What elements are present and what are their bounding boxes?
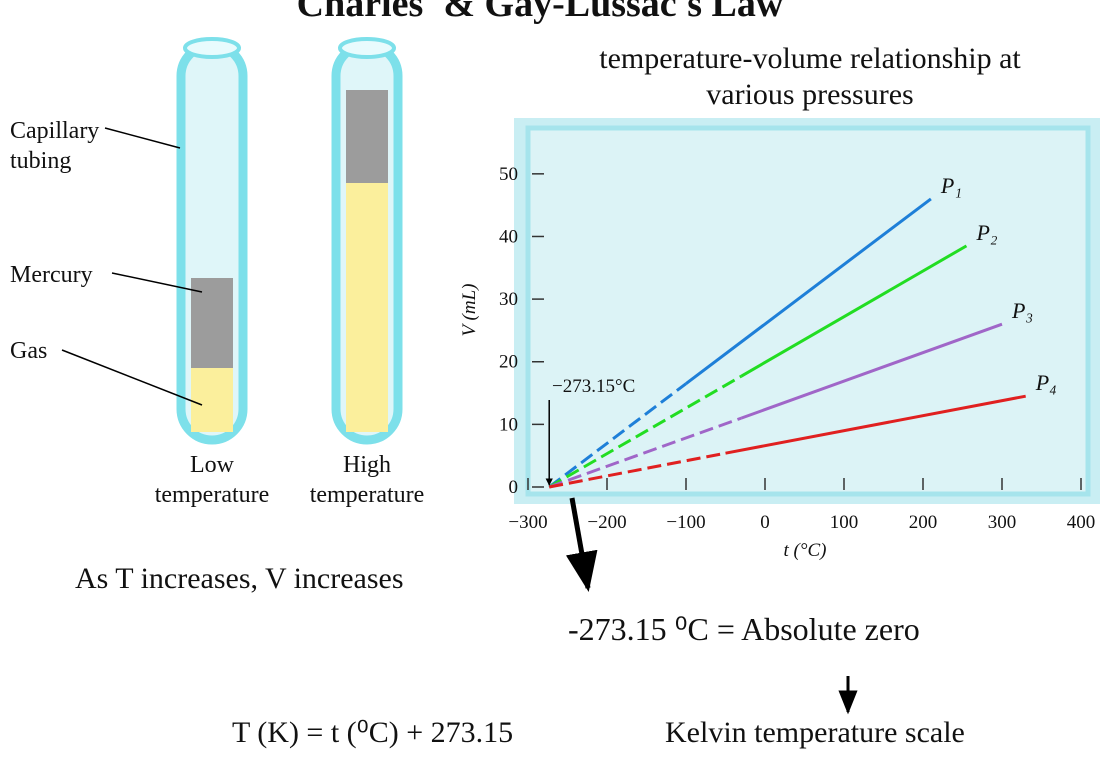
note: T (K) = t (⁰C) + 273.15	[232, 716, 513, 749]
note: Kelvin temperature scale	[665, 716, 965, 749]
series-line	[740, 322, 1003, 420]
diagram-label: Low	[190, 452, 235, 478]
x-tick-label: −300	[508, 512, 547, 533]
diagram-label: tubing	[10, 148, 71, 174]
x-tick-label: 300	[988, 512, 1017, 533]
diagram-label: temperature	[155, 482, 270, 508]
series-line	[548, 374, 743, 489]
series-label: P₃	[1011, 298, 1033, 323]
x-tick-label: −200	[587, 512, 626, 533]
diagram-label: Mercury	[10, 262, 93, 288]
series-line	[740, 244, 968, 378]
chart-subtitle: temperature-volume relationship at	[599, 42, 1021, 75]
diagram-label: Gas	[10, 338, 47, 364]
tubes	[61, 37, 403, 445]
x-tick-label: 0	[760, 512, 770, 533]
x-tick-label: 200	[909, 512, 938, 533]
arrow	[565, 497, 598, 592]
series-line	[548, 382, 687, 489]
x-tick-label: 100	[830, 512, 859, 533]
y-tick-label: 50	[499, 164, 518, 185]
x-tick-label: 400	[1067, 512, 1096, 533]
chart-subtitle: various pressures	[706, 78, 913, 111]
y-axis-label: V (mL)	[459, 284, 480, 337]
slide-title: Charles' & Gay-Lussac's Law	[297, 0, 784, 25]
x-tick-label: −100	[666, 512, 705, 533]
diagram-label: Capillary	[10, 118, 99, 144]
series-label: P₁	[940, 173, 962, 198]
series-label: P₂	[975, 220, 997, 245]
series-line	[548, 416, 742, 489]
y-tick-label: 40	[499, 226, 518, 247]
diagram-label: temperature	[310, 482, 425, 508]
x-axis-label: t (°C)	[784, 540, 827, 561]
series-label: P₄	[1035, 370, 1057, 395]
y-tick-label: 0	[509, 477, 519, 498]
annotation: −273.15°C	[552, 376, 635, 397]
y-tick-label: 30	[499, 289, 518, 310]
note: As T increases, V increases	[75, 562, 404, 595]
series-line	[548, 451, 726, 489]
y-tick-label: 20	[499, 352, 518, 373]
series-line	[725, 394, 1026, 455]
plot-area	[525, 125, 1091, 497]
series-line	[685, 197, 932, 385]
y-tick-label: 10	[499, 414, 518, 435]
chart: 0 10 20 30 40 50 −300 −200 −100 0 100 200 300 400 P₁ P₂…	[499, 164, 1095, 533]
diagram-label: High	[343, 452, 391, 478]
note: -273.15 ⁰C = Absolute zero	[568, 611, 920, 647]
